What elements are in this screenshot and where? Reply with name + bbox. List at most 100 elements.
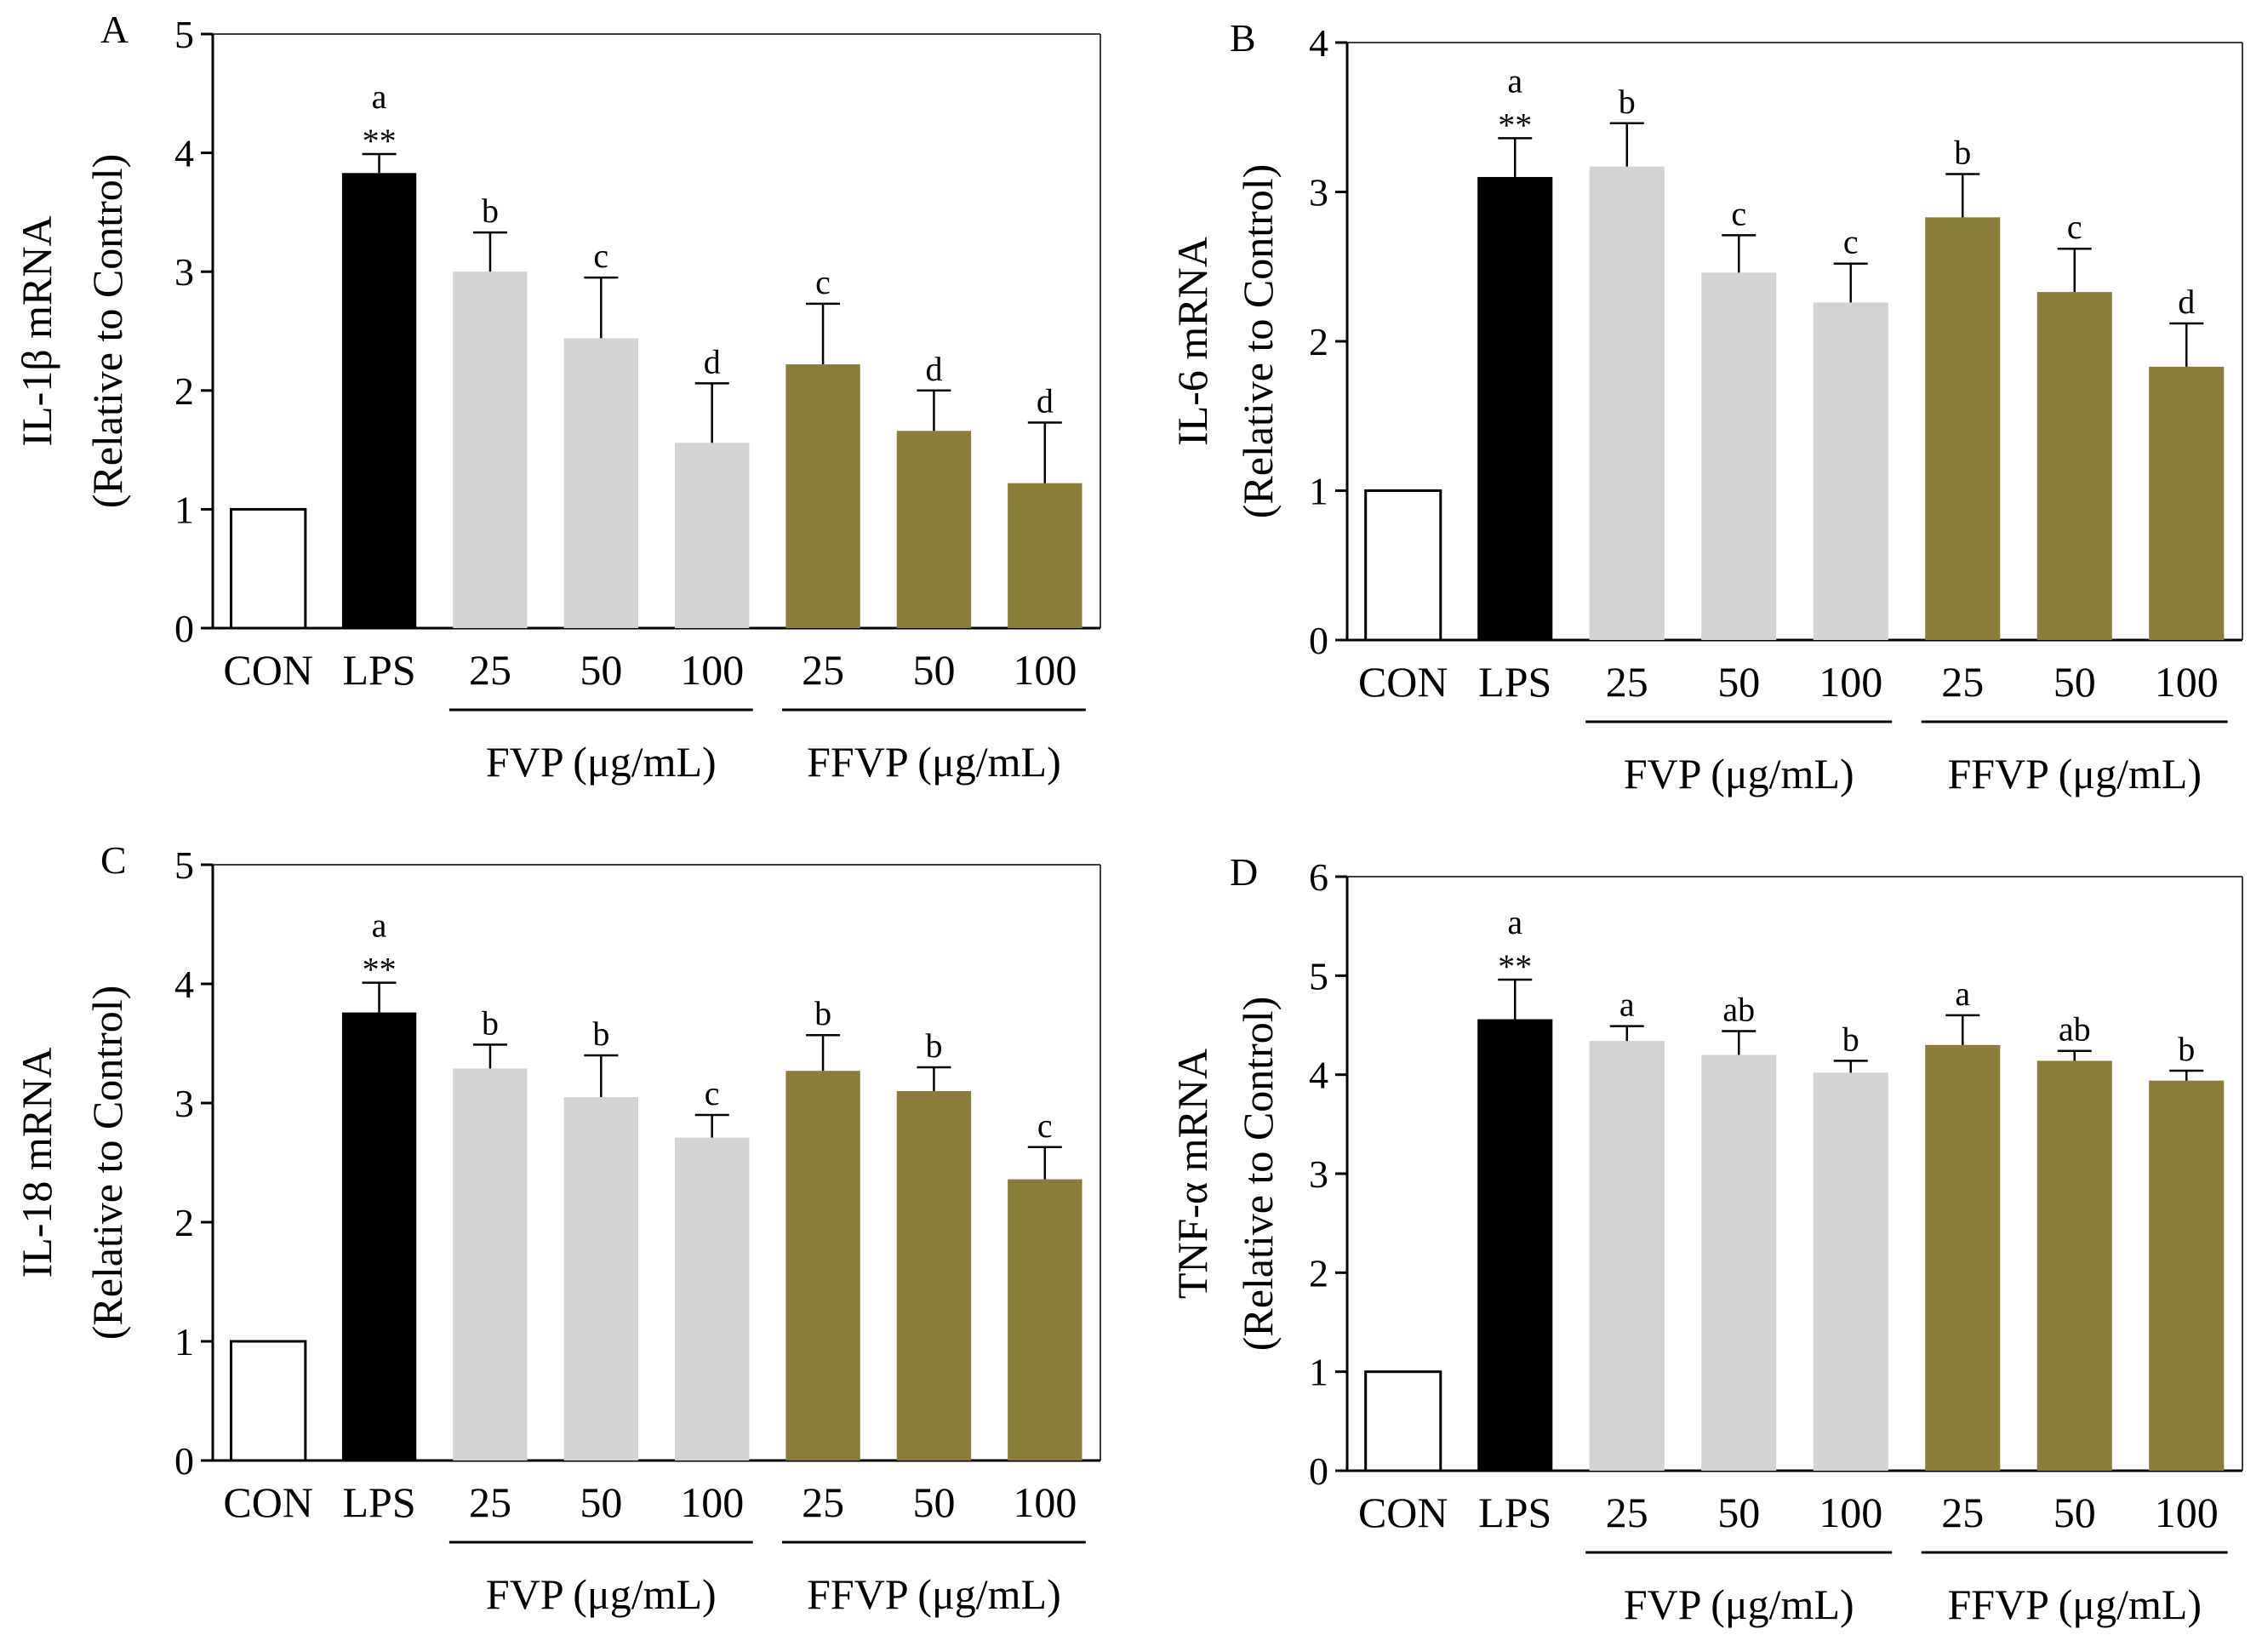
x-category-label: 100 <box>680 646 744 694</box>
group-label: FFVP (μg/mL) <box>1947 750 2202 797</box>
significance-letter: c <box>593 237 608 275</box>
bar-ffvp <box>1008 1179 1082 1461</box>
y-tick-label: 5 <box>174 843 194 887</box>
panel-a-il1b-chart: 0 1 2 3 4 5 IL-1β mRNA (Relative to Control) A CO… <box>13 8 1101 786</box>
bar-lps <box>1477 1019 1553 1471</box>
significance-letter: b <box>482 191 499 230</box>
y-tick-label: 3 <box>1309 1152 1328 1196</box>
y-tick-label: 5 <box>174 13 194 56</box>
significance-letter: ab <box>1722 990 1755 1028</box>
x-category-label: CON <box>1358 1489 1448 1536</box>
significance-letter: a <box>1955 975 1970 1013</box>
significance-stars: ** <box>363 951 397 989</box>
y-axis-label: IL-1β mRNA <box>13 215 60 446</box>
bar-lps <box>341 173 417 628</box>
significance-letter: c <box>815 263 831 301</box>
significance-stars: ** <box>363 122 397 160</box>
significance-letter: d <box>704 342 721 380</box>
significance-letter: d <box>925 350 942 388</box>
x-category-label: 50 <box>2054 1489 2096 1536</box>
y-axis-label-secondary: (Relative to Control) <box>1234 164 1282 519</box>
significance-letter: d <box>2178 283 2195 321</box>
x-category-label: CON <box>223 1478 313 1526</box>
y-axis-label: IL-6 mRNA <box>1168 237 1216 446</box>
x-category-label: 100 <box>680 1478 744 1526</box>
panel-letter: A <box>100 8 129 51</box>
bar-con <box>230 507 307 630</box>
significance-letter: a <box>372 906 387 945</box>
y-tick-label: 3 <box>174 1082 194 1125</box>
y-tick-label: 2 <box>1309 1251 1328 1295</box>
x-category-label: 25 <box>1606 1489 1648 1536</box>
x-category-label: 100 <box>2155 658 2219 706</box>
y-tick-label: 0 <box>174 607 194 650</box>
y-tick-label: 1 <box>1309 1351 1328 1394</box>
x-category-label: 50 <box>580 1478 622 1526</box>
x-category-label: 25 <box>1606 658 1648 706</box>
y-tick-label: 3 <box>174 250 194 294</box>
x-category-label: CON <box>223 646 313 694</box>
significance-letter: b <box>814 994 831 1032</box>
y-tick-label: 2 <box>174 369 194 413</box>
y-tick-label: 0 <box>1309 1449 1328 1493</box>
bar-ffvp <box>1925 1044 2001 1471</box>
bar-fvp <box>1813 302 1888 640</box>
x-category-label: 100 <box>1819 1489 1882 1536</box>
x-category-label: LPS <box>342 646 415 694</box>
y-tick-label: 4 <box>174 963 194 1006</box>
bar-con <box>1364 1370 1442 1472</box>
panel-letter: B <box>1230 16 1256 60</box>
x-category-label: 50 <box>912 646 955 694</box>
bar-ffvp <box>1925 217 2001 640</box>
x-category-label: 100 <box>2155 1489 2219 1536</box>
significance-letter: b <box>925 1026 942 1065</box>
y-tick-label: 4 <box>1309 1054 1328 1097</box>
bar-ffvp <box>2149 1080 2225 1471</box>
bar-ffvp <box>785 364 860 628</box>
group-label: FVP (μg/mL) <box>486 1570 717 1618</box>
y-tick-label: 4 <box>174 132 194 175</box>
significance-letter: a <box>372 77 387 116</box>
x-category-label: 50 <box>1717 658 1760 706</box>
group-label: FFVP (μg/mL) <box>807 738 1061 786</box>
y-tick-label: 5 <box>1309 954 1328 997</box>
group-label: FVP (μg/mL) <box>486 738 717 786</box>
significance-letter: c <box>1731 194 1746 232</box>
bar-fvp <box>1589 1041 1665 1471</box>
y-tick-label: 1 <box>174 1320 194 1363</box>
x-category-label: 50 <box>912 1478 955 1526</box>
y-axis-label-secondary: (Relative to Control) <box>83 986 131 1340</box>
y-tick-label: 2 <box>174 1201 194 1244</box>
significance-letter: a <box>1619 986 1635 1024</box>
significance-letter: c <box>2067 208 2082 246</box>
significance-letter: a <box>1507 903 1522 941</box>
bar-ffvp <box>2036 292 2112 640</box>
x-category-label: LPS <box>1478 658 1551 706</box>
bar-fvp <box>1701 272 1777 640</box>
significance-letter: b <box>482 1003 499 1042</box>
bar-ffvp <box>2149 366 2225 640</box>
panel-b-il6-chart: 0 1 2 3 4 IL-6 mRNA (Relative to Control) B CON *… <box>1168 16 2243 797</box>
y-tick-label: 2 <box>1309 320 1328 363</box>
x-category-label: 100 <box>1013 646 1077 694</box>
bar-fvp <box>563 338 638 628</box>
significance-letter: c <box>1843 223 1859 261</box>
significance-letter: b <box>2178 1030 2195 1068</box>
x-category-label: 50 <box>2054 658 2096 706</box>
bar-fvp <box>563 1097 638 1461</box>
significance-letter: b <box>592 1015 609 1053</box>
x-category-label: LPS <box>1478 1489 1551 1536</box>
y-tick-label: 0 <box>174 1439 194 1483</box>
bar-ffvp <box>896 1091 972 1461</box>
significance-letter: d <box>1037 381 1054 420</box>
bar-ffvp <box>785 1071 860 1461</box>
x-category-label: 25 <box>1941 658 1984 706</box>
bar-ffvp <box>1008 483 1082 628</box>
bar-ffvp <box>2036 1060 2112 1471</box>
panel-c-il18-chart: 0 1 2 3 4 5 IL-18 mRNA (Relative to Control) C CO… <box>13 838 1101 1618</box>
bar-fvp <box>453 272 528 628</box>
significance-letter: a <box>1507 61 1522 100</box>
significance-letter: b <box>1954 133 1971 171</box>
bar-lps <box>1477 176 1553 640</box>
y-tick-label: 0 <box>1309 619 1328 662</box>
